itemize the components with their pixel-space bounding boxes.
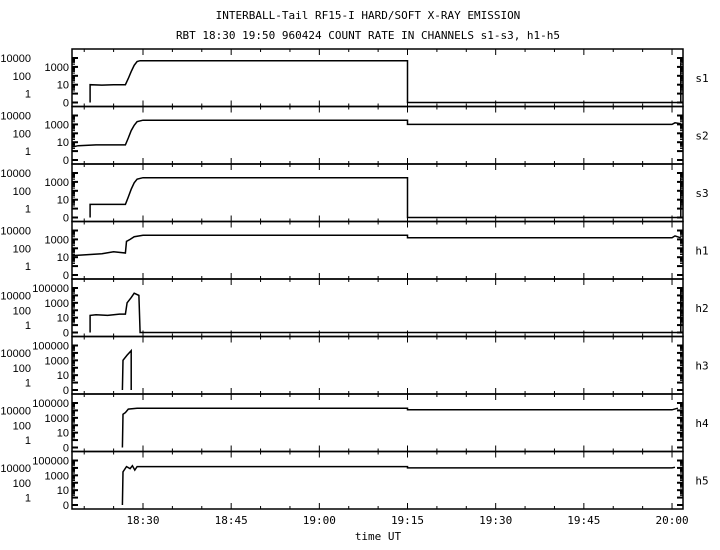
x-tick-label: 19:45 <box>567 514 600 527</box>
y-tick-label: 1 <box>25 204 31 216</box>
y-tick-label: 10000 <box>0 168 31 180</box>
y-tick-label: 1 <box>25 261 31 273</box>
y-tick-label: 0 <box>63 443 69 455</box>
y-tick-label: 1000 <box>45 234 69 246</box>
y-tick-label: 1 <box>25 378 31 390</box>
panel-label-s3: s3 <box>695 187 708 200</box>
panel-frame <box>71 335 684 395</box>
chart-title: INTERBALL-Tail RF15-I HARD/SOFT X-RAY EM… <box>216 9 521 22</box>
y-tick-label: 10 <box>57 370 69 382</box>
panel-label-h1: h1 <box>695 244 708 257</box>
panel-s3: 0 1 10 100 1000 10000 s3 <box>0 163 709 225</box>
panel-frame <box>71 48 684 108</box>
panel-s1: 0 1 10 100 1000 10000 s1 <box>0 48 709 110</box>
panel-label-s1: s1 <box>695 72 708 85</box>
panel-label-h5: h5 <box>695 474 708 487</box>
y-tick-label: 1000 <box>45 62 69 74</box>
y-tick-label: 1 <box>25 89 31 101</box>
y-tick-label: 100 <box>13 478 31 490</box>
y-tick-label: 100000 <box>32 341 69 353</box>
y-tick-label: 0 <box>63 500 69 512</box>
panels-group: 0110100100010000s10110100100010000s20110… <box>0 48 709 527</box>
panel-label-h3: h3 <box>695 359 708 372</box>
y-tick-label: 0 <box>63 155 69 167</box>
y-tick-label: 100 <box>13 128 31 140</box>
series-line-h3 <box>121 348 132 391</box>
panel-label-h2: h2 <box>695 302 708 315</box>
y-tick-label: 10 <box>57 313 69 325</box>
y-tick-label: 1 <box>25 320 31 332</box>
panel-s2: 0 1 10 100 1000 10000 s2 <box>0 105 709 167</box>
y-tick-label: 100000 <box>32 398 69 410</box>
y-tick-label: 10 <box>57 485 69 497</box>
y-tick-label: 0 <box>63 213 69 225</box>
y-tick-label: 10000 <box>0 111 31 123</box>
y-tick-label: 100000 <box>32 456 69 468</box>
y-tick-label: 10 <box>57 252 69 264</box>
panel-frame <box>71 278 684 338</box>
y-tick-label: 10 <box>57 428 69 440</box>
y-tick-label: 0 <box>63 98 69 110</box>
y-tick-label: 1000 <box>45 413 69 425</box>
y-tick-label: 10000 <box>0 405 31 417</box>
y-tick-label: 10000 <box>0 226 31 238</box>
y-tick-label: 0 <box>63 328 69 340</box>
y-tick-label: 1000 <box>45 177 69 189</box>
y-tick-label: 100 <box>13 71 31 83</box>
y-tick-label: 10000 <box>0 290 31 302</box>
y-tick-label: 1 <box>25 435 31 447</box>
series-line-s1 <box>89 59 682 104</box>
panel-frame <box>71 220 684 280</box>
x-tick-label: 19:00 <box>303 514 336 527</box>
y-tick-label: 100 <box>13 363 31 375</box>
panel-frame <box>71 105 684 165</box>
y-tick-label: 10 <box>57 195 69 207</box>
series-line-s2 <box>72 119 681 148</box>
y-tick-label: 0 <box>63 385 69 397</box>
y-tick-label: 100 <box>13 186 31 198</box>
y-tick-label: 1 <box>25 146 31 158</box>
y-tick-label: 10000 <box>0 53 31 65</box>
y-tick-label: 1000 <box>45 119 69 131</box>
y-tick-label: 100 <box>13 243 31 255</box>
panel-h1: 0 1 10 100 1000 10000 h1 <box>0 220 709 282</box>
y-tick-label: 10000 <box>0 348 31 360</box>
y-tick-label: 10 <box>57 80 69 92</box>
panel-label-s2: s2 <box>695 129 708 142</box>
y-tick-label: 10 <box>57 137 69 149</box>
chart-subtitle: RBT 18:30 19:50 960424 COUNT RATE IN CHA… <box>176 29 560 42</box>
x-tick-label: 18:45 <box>215 514 248 527</box>
panel-label-h4: h4 <box>695 417 709 430</box>
y-tick-label: 100 <box>13 305 31 317</box>
series-line-h5 <box>121 464 676 506</box>
panel-frame <box>71 450 684 510</box>
panel-frame <box>71 163 684 223</box>
panel-frame <box>71 393 684 453</box>
x-axis-label: time UT <box>355 530 402 543</box>
y-tick-label: 100000 <box>32 283 69 295</box>
y-tick-label: 0 <box>63 270 69 282</box>
y-tick-label: 1000 <box>45 470 69 482</box>
series-line-h2 <box>89 290 682 334</box>
x-tick-label: 19:30 <box>479 514 512 527</box>
y-tick-label: 10000 <box>0 463 31 475</box>
x-tick-label: 19:15 <box>391 514 424 527</box>
y-tick-label: 1000 <box>45 355 69 367</box>
series-line-s3 <box>89 176 682 219</box>
y-tick-label: 1000 <box>45 298 69 310</box>
x-tick-label: 18:30 <box>126 514 159 527</box>
x-tick-label: 20:00 <box>655 514 688 527</box>
y-tick-label: 100 <box>13 420 31 432</box>
y-tick-label: 1 <box>25 493 31 505</box>
series-line-h4 <box>121 407 679 448</box>
series-line-h1 <box>72 234 682 257</box>
